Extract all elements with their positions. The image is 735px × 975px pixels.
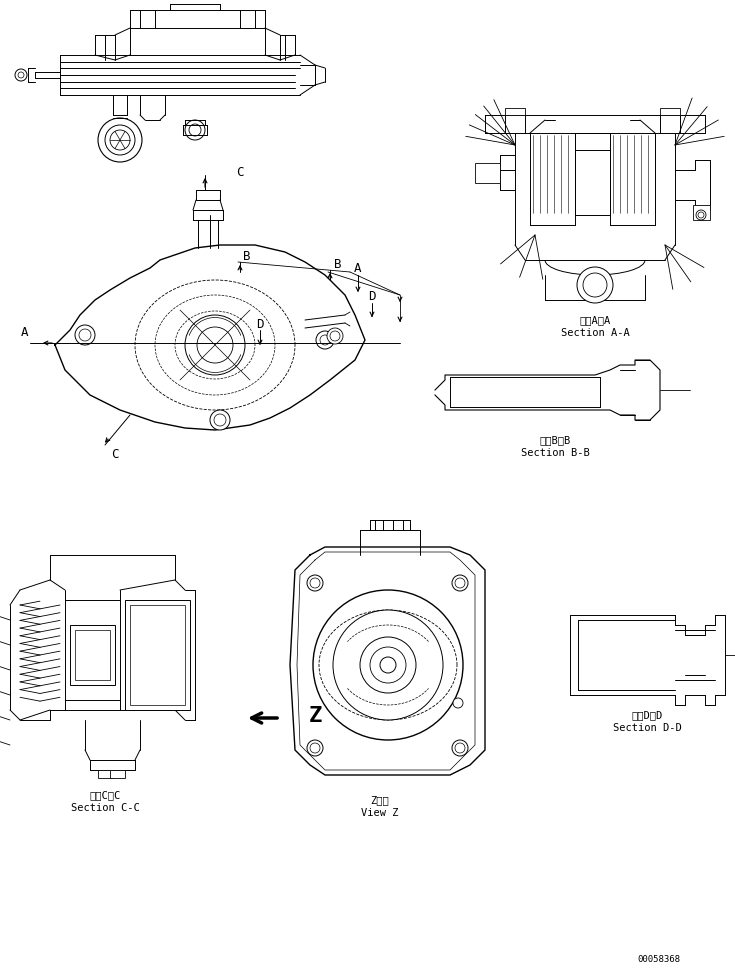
Circle shape: [380, 657, 396, 673]
Circle shape: [75, 325, 95, 345]
Bar: [505, 108, 525, 115]
Bar: [660, 108, 680, 115]
Circle shape: [15, 69, 27, 81]
Circle shape: [696, 210, 706, 220]
Circle shape: [210, 410, 230, 430]
Circle shape: [197, 327, 233, 363]
Text: D: D: [257, 319, 264, 332]
Text: D: D: [368, 291, 376, 303]
Text: Z　視: Z 視: [370, 795, 390, 805]
Text: Section C-C: Section C-C: [71, 803, 140, 813]
Circle shape: [310, 743, 320, 753]
Bar: [125, 600, 190, 710]
Text: 断面B－B: 断面B－B: [539, 435, 570, 445]
Circle shape: [185, 120, 205, 140]
Text: 断面D－D: 断面D－D: [631, 710, 663, 720]
Circle shape: [307, 740, 323, 756]
Circle shape: [330, 331, 340, 341]
Circle shape: [185, 315, 245, 375]
Circle shape: [327, 328, 343, 344]
Circle shape: [98, 118, 142, 162]
Text: Section D-D: Section D-D: [613, 723, 681, 733]
Circle shape: [313, 590, 463, 740]
Circle shape: [453, 698, 463, 708]
Text: B: B: [243, 251, 251, 263]
Circle shape: [333, 610, 443, 720]
Text: 断面A－A: 断面A－A: [579, 315, 611, 325]
Circle shape: [583, 273, 607, 297]
Circle shape: [105, 125, 135, 155]
Bar: [475, 163, 500, 183]
Text: Section A-A: Section A-A: [561, 328, 629, 338]
Text: A: A: [354, 262, 362, 276]
Circle shape: [110, 130, 130, 150]
Text: B: B: [334, 258, 342, 271]
Bar: [70, 625, 115, 685]
Text: Z: Z: [308, 706, 322, 726]
Circle shape: [577, 267, 613, 303]
Text: A: A: [21, 327, 29, 339]
Circle shape: [452, 740, 468, 756]
Bar: [130, 605, 185, 705]
Text: 断面C－C: 断面C－C: [90, 790, 121, 800]
Text: C: C: [236, 167, 244, 179]
Bar: [693, 205, 710, 220]
Text: Section B-B: Section B-B: [520, 448, 589, 458]
Circle shape: [214, 414, 226, 426]
Bar: [98, 770, 113, 778]
Circle shape: [360, 637, 416, 693]
Text: View Z: View Z: [361, 808, 399, 818]
Circle shape: [320, 335, 330, 345]
Circle shape: [307, 575, 323, 591]
Circle shape: [455, 578, 465, 588]
Circle shape: [189, 124, 201, 136]
Bar: [110, 770, 125, 778]
Circle shape: [18, 72, 24, 78]
Circle shape: [455, 743, 465, 753]
Circle shape: [316, 331, 334, 349]
Circle shape: [698, 212, 704, 218]
Text: 00058368: 00058368: [637, 956, 680, 964]
Bar: [75, 630, 110, 680]
Circle shape: [370, 647, 406, 683]
Text: C: C: [111, 448, 119, 461]
Circle shape: [310, 578, 320, 588]
Circle shape: [79, 329, 91, 341]
Circle shape: [452, 575, 468, 591]
